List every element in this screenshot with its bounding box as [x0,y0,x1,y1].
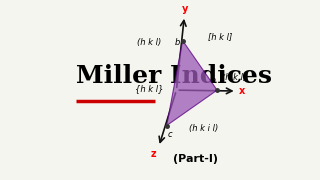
Text: [h k l]: [h k l] [208,33,233,42]
Text: x: x [239,86,245,96]
Text: (h k l): (h k l) [137,38,161,47]
Polygon shape [167,41,217,125]
Text: b: b [175,38,180,47]
Text: z: z [150,148,156,159]
Text: a: a [210,76,215,85]
Text: c: c [168,130,172,139]
Text: y: y [182,4,188,14]
Text: (h k i l): (h k i l) [189,124,219,133]
Text: (Part-I): (Part-I) [173,154,218,165]
Text: Miller Indices: Miller Indices [76,64,272,88]
Text: {h k l}: {h k l} [135,84,163,93]
Text: ⟨h k l⟩: ⟨h k l⟩ [221,73,246,82]
